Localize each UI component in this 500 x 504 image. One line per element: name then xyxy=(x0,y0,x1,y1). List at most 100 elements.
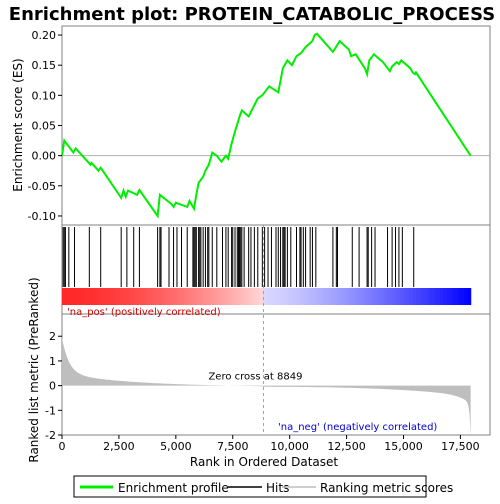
heatmap-cell xyxy=(218,288,223,305)
heatmap-cell xyxy=(99,288,104,305)
heatmap-cell xyxy=(317,288,322,305)
heatmap-cell xyxy=(388,288,393,305)
legend-item-metric: Ranking metric scores xyxy=(320,481,453,495)
heatmap-cell xyxy=(446,288,451,305)
metric-tick-label: 2 xyxy=(49,330,56,343)
hits-marks xyxy=(62,227,415,287)
metric-tick-label: 0 xyxy=(49,380,56,393)
x-tick-label: 7,500 xyxy=(217,440,249,453)
heatmap-cell xyxy=(259,288,264,305)
heatmap-cell xyxy=(300,288,305,305)
heatmap-cell xyxy=(457,288,462,305)
heatmap-cell xyxy=(429,288,434,305)
heatmap-cell xyxy=(290,288,295,305)
heatmap-cell xyxy=(416,288,421,305)
heatmap-cell xyxy=(198,288,203,305)
heatmap-cell xyxy=(242,288,247,305)
heatmap-cell xyxy=(143,288,148,305)
heatmap-cell xyxy=(361,288,366,305)
heatmap-cell xyxy=(392,288,397,305)
heatmap-cell xyxy=(130,288,135,305)
x-axis-label: Rank in Ordered Dataset xyxy=(190,455,338,469)
heatmap-cell xyxy=(211,288,216,305)
heatmap-cell xyxy=(170,288,175,305)
heatmap-cell xyxy=(463,288,468,305)
heatmap-cell xyxy=(68,288,73,305)
heatmap-cell xyxy=(239,288,244,305)
heatmap-cell xyxy=(279,288,284,305)
heatmap-cell xyxy=(303,288,308,305)
heatmap-cell xyxy=(164,288,169,305)
enrichment-profile-line xyxy=(61,32,472,219)
heatmap-cell xyxy=(358,288,363,305)
heatmap-cell xyxy=(368,288,373,305)
metric-tick-label: -1 xyxy=(45,404,56,417)
es-panel-frame xyxy=(61,25,491,226)
metric-panel-frame xyxy=(61,313,491,436)
heatmap-cell xyxy=(232,288,237,305)
heatmap-cell xyxy=(422,288,427,305)
heatmap-cell xyxy=(412,288,417,305)
heatmap-cell xyxy=(426,288,431,305)
heatmap-cell xyxy=(378,288,383,305)
metric-tick-label: -2 xyxy=(45,429,56,442)
heatmap-cell xyxy=(436,288,441,305)
positive-correlation-label: 'na_pos' (positively correlated) xyxy=(67,307,221,318)
heatmap-cell xyxy=(344,288,349,305)
heatmap-cell xyxy=(116,288,121,305)
heatmap-cell xyxy=(314,288,319,305)
heatmap-cell xyxy=(453,288,458,305)
es-tick-label: 0.15 xyxy=(32,59,57,72)
heatmap-cell xyxy=(266,288,271,305)
heatmap-cell xyxy=(467,288,472,305)
heatmap-cell xyxy=(443,288,448,305)
es-tick-label: 0.10 xyxy=(32,89,57,102)
heatmap-cell xyxy=(385,288,390,305)
heatmap-cell xyxy=(324,288,329,305)
heatmap-cell xyxy=(249,288,254,305)
heatmap-cell xyxy=(235,288,240,305)
heatmap-cell xyxy=(225,288,230,305)
x-tick-label: 15,000 xyxy=(384,440,423,453)
heatmap-cell xyxy=(92,288,97,305)
x-tick-label: 5,000 xyxy=(160,440,192,453)
heatmap-cell xyxy=(96,288,101,305)
heatmap-cell xyxy=(85,288,90,305)
heatmap-cell xyxy=(184,288,189,305)
heatmap-cell xyxy=(337,288,342,305)
x-tick-label: 10,000 xyxy=(270,440,309,453)
heatmap-cell xyxy=(208,288,213,305)
heatmap-cell xyxy=(365,288,370,305)
heatmap-cell xyxy=(191,288,196,305)
x-tick-label: 0 xyxy=(59,440,66,453)
heatmap-cell xyxy=(307,288,312,305)
heatmap-cell xyxy=(109,288,114,305)
heatmap-cell xyxy=(123,288,128,305)
es-tick-label: 0.05 xyxy=(32,120,57,133)
heatmap-cell xyxy=(402,288,407,305)
heatmap-cell xyxy=(419,288,424,305)
heatmap-cell xyxy=(82,288,87,305)
heatmap-cell xyxy=(262,288,267,305)
es-tick-label: -0.10 xyxy=(28,210,56,223)
zero-cross-label: Zero cross at 8849 xyxy=(208,372,302,383)
es-tick-label: 0.20 xyxy=(32,29,57,42)
heatmap-cell xyxy=(310,288,315,305)
heatmap-cell xyxy=(283,288,288,305)
es-axis-ticks: -0.10 -0.05 0.00 0.05 0.10 0.15 0.20 xyxy=(28,29,62,223)
heatmap-cell xyxy=(440,288,445,305)
heatmap-cell xyxy=(286,288,291,305)
heatmap-cell xyxy=(228,288,233,305)
heatmap-cell xyxy=(215,288,220,305)
heatmap-cell xyxy=(252,288,257,305)
heatmap-cell xyxy=(72,288,77,305)
heatmap-cell xyxy=(157,288,162,305)
heatmap-cell xyxy=(450,288,455,305)
heatmap-cell xyxy=(205,288,210,305)
heatmap-cell xyxy=(273,288,278,305)
heatmap-cell xyxy=(348,288,353,305)
x-tick-label: 2,500 xyxy=(103,440,135,453)
heatmap-cell xyxy=(106,288,111,305)
heatmap-cell xyxy=(293,288,298,305)
